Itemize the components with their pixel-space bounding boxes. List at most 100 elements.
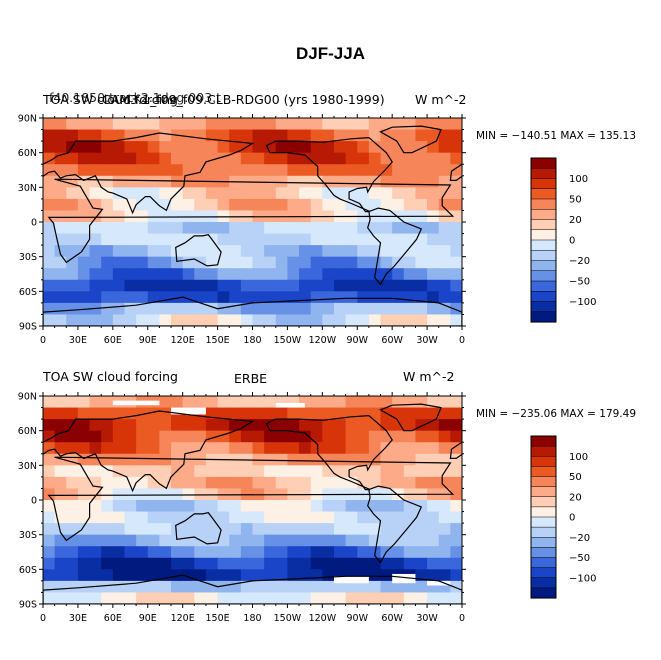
map-cell: [252, 233, 265, 246]
map-cell: [101, 569, 114, 582]
map-cell: [89, 175, 102, 188]
map-cell: [380, 187, 393, 200]
map-cell: [322, 118, 335, 131]
map-cell: [403, 175, 417, 188]
coastline: [367, 485, 423, 564]
lat-tick-label: 0: [31, 218, 37, 229]
map-cell: [217, 430, 230, 443]
map-cell: [136, 129, 149, 142]
map-cell: [345, 407, 358, 420]
map-cell: [392, 291, 405, 304]
map-cell: [380, 523, 393, 536]
map-cell: [159, 302, 172, 316]
map-cell: [310, 256, 323, 269]
map-cell: [264, 546, 277, 559]
map-cell: [136, 500, 149, 513]
map-cell: [357, 580, 370, 594]
map-cell: [333, 222, 347, 235]
map-cell: [89, 465, 102, 478]
map-cell: [392, 430, 405, 443]
map-cell: [182, 442, 195, 455]
map-cell: [403, 141, 417, 154]
map-cell: [403, 453, 417, 466]
map-cell: [182, 187, 195, 200]
lat-tick-label: 60S: [19, 287, 37, 298]
map-cell: [380, 453, 393, 466]
map-cell: [415, 407, 428, 420]
map-cell: [77, 152, 91, 165]
map-cell: [403, 198, 417, 212]
map-cell: [299, 245, 312, 258]
map-cell: [136, 419, 149, 432]
map-cell: [136, 141, 149, 154]
map-cell: [124, 187, 137, 200]
map-cell: [229, 152, 242, 165]
map-cell: [124, 222, 137, 235]
map-cell: [438, 500, 451, 513]
map-cell: [427, 129, 440, 142]
map-cell: [252, 268, 265, 281]
map-cell: [368, 407, 382, 420]
map-cell: [333, 465, 347, 478]
map-cell: [252, 569, 265, 582]
map-cell: [450, 314, 462, 326]
map-cell: [124, 314, 137, 326]
map-cell: [240, 569, 254, 582]
map-cell: [392, 396, 405, 409]
colorbar-swatch: [530, 587, 557, 599]
map-cell: [264, 511, 277, 524]
map-cell: [252, 430, 265, 443]
map-cell: [450, 453, 462, 466]
map-cell: [264, 164, 277, 177]
map-cell: [357, 141, 370, 154]
map-cell: [322, 511, 335, 524]
map-cell: [101, 407, 114, 420]
map-cell: [124, 534, 137, 547]
map-cell: [275, 141, 289, 154]
map-cell: [54, 256, 67, 269]
map-cell: [147, 569, 160, 582]
map-cell: [299, 407, 312, 420]
map-cell: [182, 175, 195, 188]
map-cell: [101, 430, 114, 443]
map-cell: [89, 430, 102, 443]
map-cell: [415, 129, 428, 142]
map-cell: [287, 164, 300, 177]
map-cell: [275, 279, 289, 292]
colorbar-swatch: [530, 496, 557, 508]
map-cell: [368, 152, 382, 165]
map-cell: [299, 476, 312, 490]
colorbar-swatch: [530, 168, 557, 180]
map-cell: [310, 175, 323, 188]
colorbar-swatch: [530, 250, 557, 262]
map-cell: [322, 465, 335, 478]
map-cell: [357, 396, 370, 409]
map-cell: [357, 465, 370, 478]
map-cell: [438, 118, 451, 131]
map-cell: [205, 198, 219, 212]
map-cell: [438, 557, 451, 570]
map-cell: [101, 164, 114, 177]
map-cell: [357, 442, 370, 455]
map-cell: [43, 442, 56, 455]
coastline: [0, 208, 2, 284]
map-cell: [136, 198, 149, 212]
map-cell: [275, 118, 289, 131]
map-cell: [217, 256, 230, 269]
map-cell: [287, 129, 300, 142]
map-cell: [392, 407, 405, 420]
map-cell: [43, 523, 56, 536]
map-cell: [275, 187, 289, 200]
map-cell: [345, 164, 358, 177]
map-cell: [392, 557, 405, 570]
map-cell: [299, 523, 312, 536]
map-cell: [66, 129, 79, 142]
map-cell: [205, 465, 219, 478]
map-cell: [182, 453, 195, 466]
map-cell: [333, 546, 347, 559]
map-cell: [357, 129, 370, 142]
map-cell: [345, 279, 358, 292]
map-cell: [264, 523, 277, 536]
map-cell: [101, 396, 114, 409]
map-cell: [124, 419, 137, 432]
